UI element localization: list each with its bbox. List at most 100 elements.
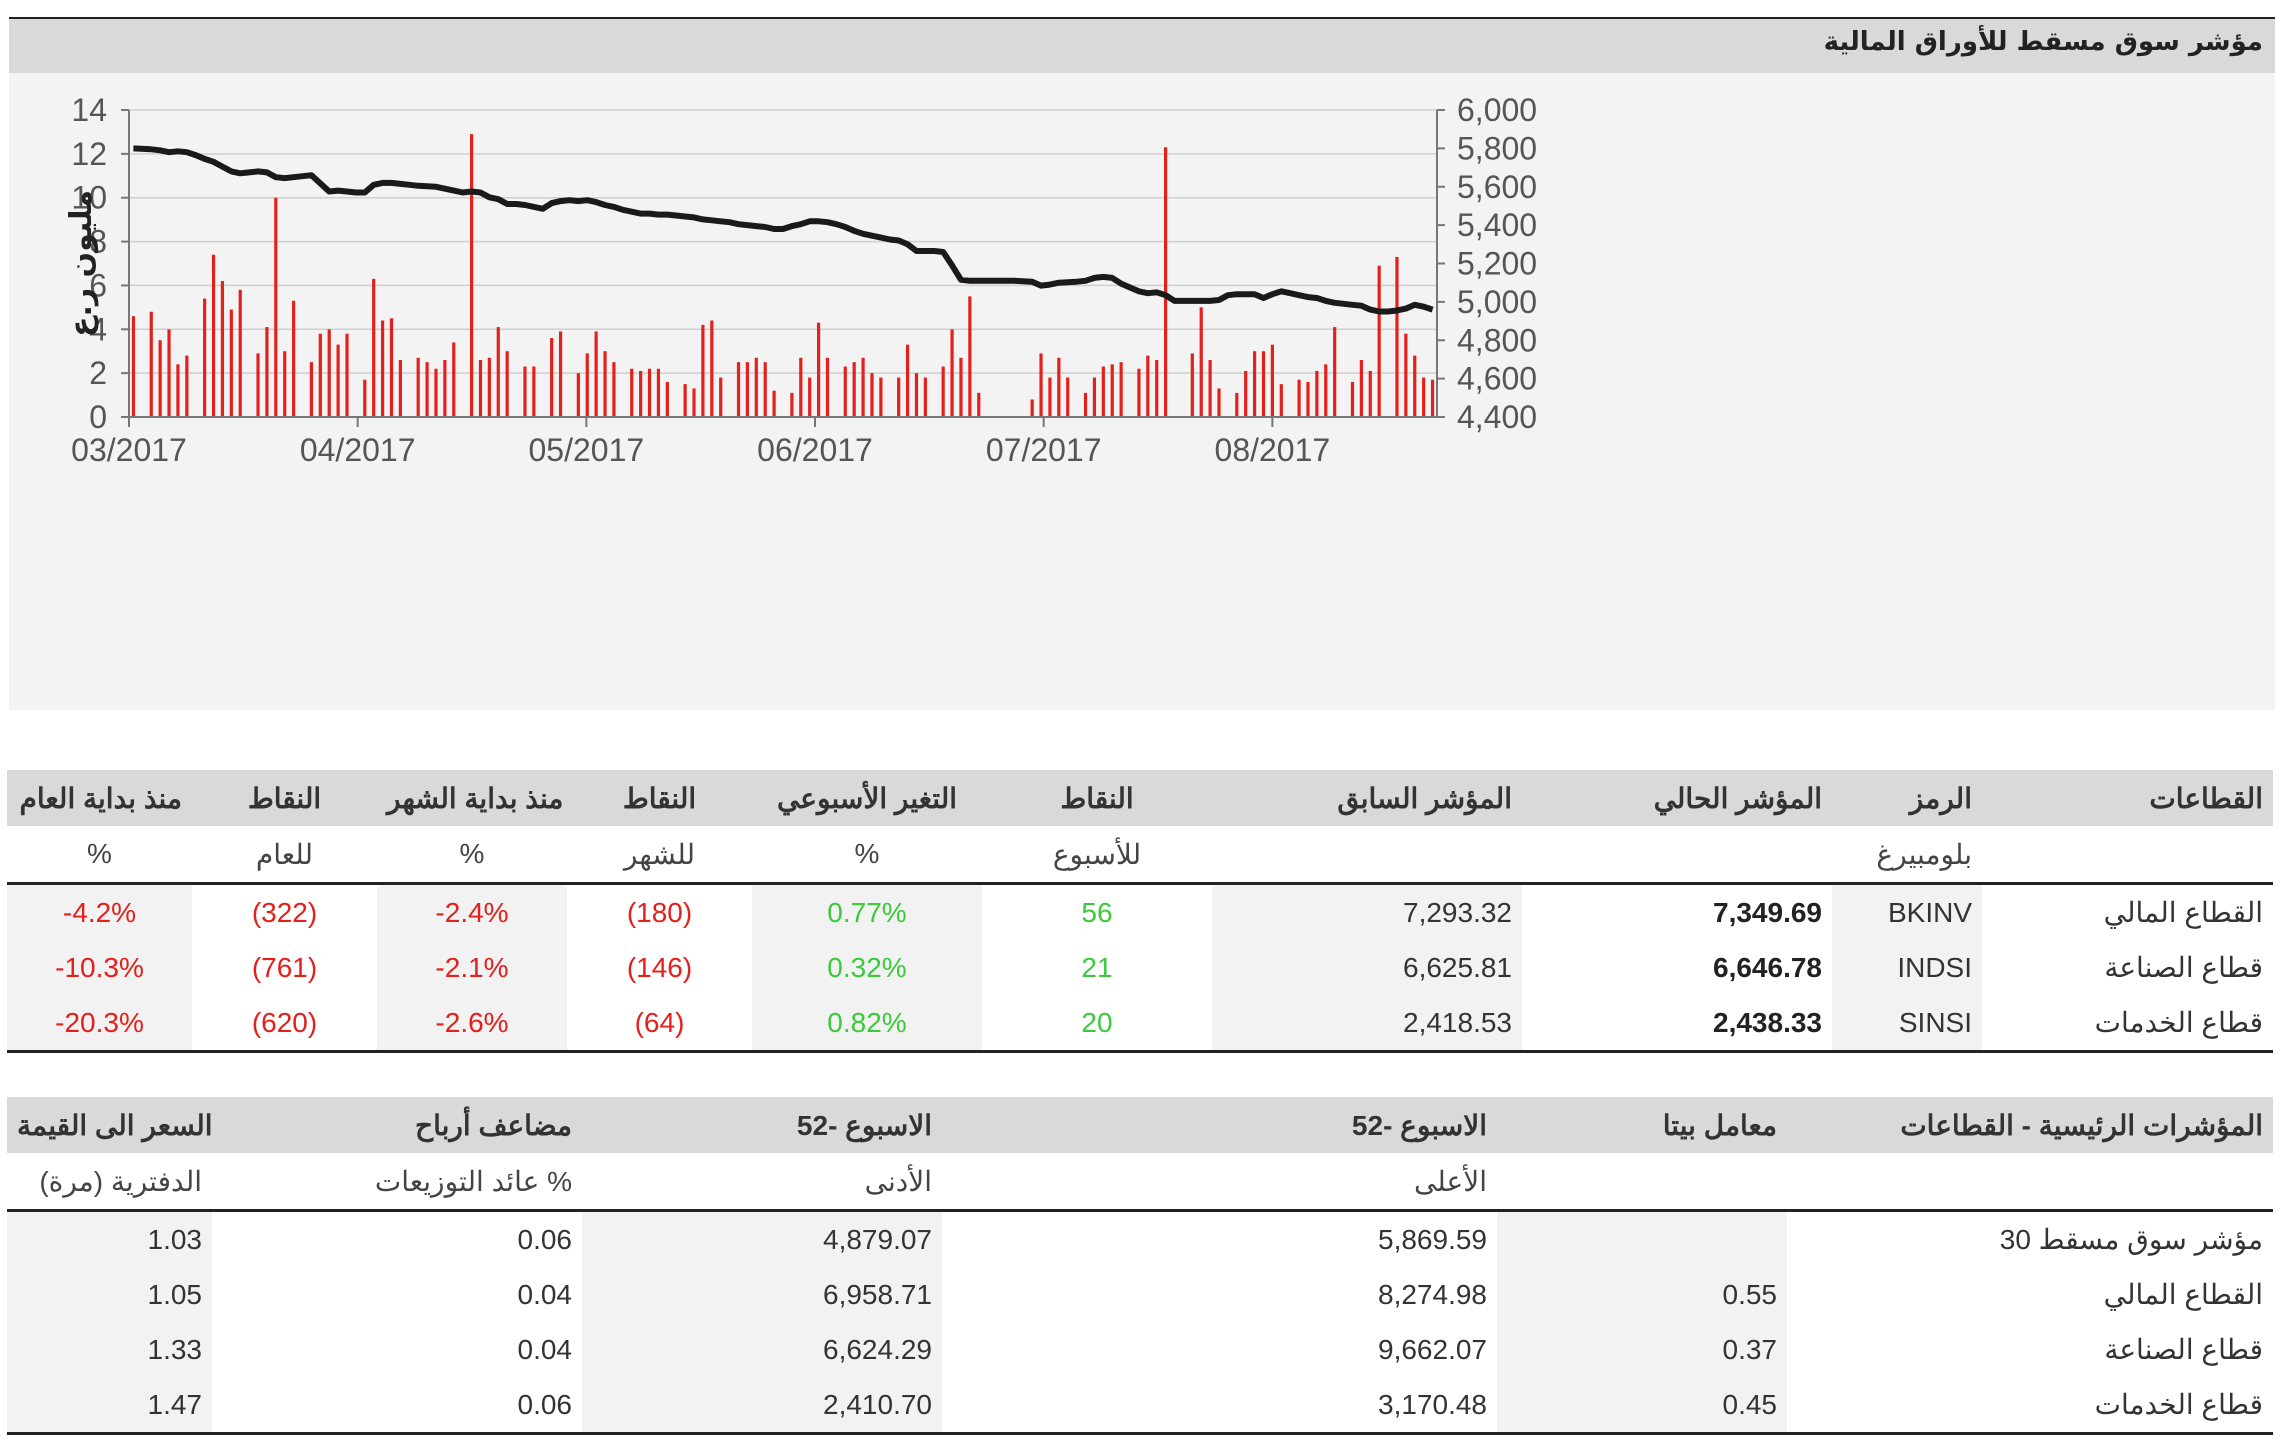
cell-high52: 5,869.59 [1378, 1223, 1487, 1255]
left-tick-label: 10 [71, 180, 107, 216]
bar [149, 311, 153, 417]
bar [1199, 307, 1203, 417]
cell-week-change: 0.32% [752, 940, 982, 995]
x-tick-label: 04/2017 [300, 432, 416, 468]
cell-week-points: 20 [1081, 1006, 1113, 1038]
left-tick-label: 8 [89, 224, 107, 260]
cell-previous: 7,293.32 [1212, 883, 1522, 940]
bar [398, 359, 402, 417]
bar [950, 329, 954, 417]
cell-previous: 2,418.53 [1212, 995, 1522, 1052]
bar [1252, 351, 1257, 417]
bar [1057, 357, 1061, 417]
cell-ytd: -4.2% [7, 883, 192, 940]
bar [1244, 370, 1248, 417]
bar [772, 390, 776, 417]
bar [203, 298, 207, 417]
bar [256, 353, 260, 417]
cell-pb: 1.03 [7, 1210, 212, 1267]
cell-week-points: 56 [1081, 896, 1113, 928]
bar [1279, 384, 1283, 417]
x-tick-label: 07/2017 [986, 432, 1102, 468]
cell-symbol: INDSI [1832, 940, 1982, 995]
hdr-beta: معامل بيتا [1497, 1097, 1787, 1153]
cell-mtd: -2.4% [377, 883, 567, 940]
bar [452, 342, 456, 417]
bar [1422, 377, 1426, 417]
bar [167, 329, 171, 417]
bar [416, 357, 420, 417]
cell-high52: 9,662.07 [1378, 1333, 1487, 1365]
bar [745, 362, 750, 417]
bar [487, 357, 491, 417]
bar [799, 357, 803, 417]
bar [1261, 351, 1266, 417]
left-tick-label: 14 [71, 92, 107, 128]
table-row: -4.2% (322) -2.4% (180) 0.77% 56 7,293.3… [7, 883, 2273, 940]
bar [318, 333, 322, 417]
bar [843, 366, 847, 417]
bar [336, 344, 340, 417]
right-tick-label: 4,400 [1457, 399, 1537, 435]
bar [825, 357, 830, 417]
bar [380, 320, 385, 417]
x-tick-label: 08/2017 [1215, 432, 1331, 468]
cell-current: 2,438.33 [1713, 1006, 1822, 1038]
sub-week-points: للأسبوع [982, 826, 1212, 884]
bar [496, 327, 500, 417]
bar [327, 329, 331, 417]
bar [603, 351, 607, 417]
sub-pb: الدفترية (مرة) [7, 1153, 212, 1211]
sectors-table: منذ بداية العام النقاط منذ بداية الشهر ا… [7, 770, 2273, 1053]
cell-low52: 6,958.71 [582, 1267, 942, 1322]
bar [1333, 327, 1337, 417]
bar [585, 353, 589, 417]
chart-title: مؤشر سوق مسقط للأوراق المالية [1823, 27, 2263, 57]
bar [185, 355, 189, 417]
bar [1377, 265, 1381, 417]
sub-symbol: بلومبيرغ [1832, 826, 1982, 884]
bar [1110, 364, 1114, 417]
bar [594, 331, 598, 417]
bar [1359, 359, 1363, 417]
bar [870, 373, 874, 417]
cell-symbol: SINSI [1832, 995, 1982, 1052]
bar [1039, 353, 1043, 417]
bar [469, 134, 474, 417]
bar [879, 377, 883, 417]
bar [372, 278, 376, 417]
cell-month-points: (146) [626, 951, 693, 983]
bar [630, 368, 634, 417]
cell-pe: 0.04 [517, 1278, 573, 1310]
cell-name: القطاع المالي [2103, 1279, 2263, 1310]
bar [176, 364, 180, 417]
cell-pe: 0.06 [517, 1223, 573, 1255]
bar [1297, 379, 1301, 417]
cell-sector: القطاع المالي [2103, 897, 2263, 928]
x-tick-label: 06/2017 [757, 432, 873, 468]
bar [710, 320, 714, 417]
bar [656, 368, 661, 417]
bar [1190, 353, 1194, 417]
bar [345, 333, 349, 417]
cell-sector: قطاع الصناعة [2104, 952, 2263, 983]
hdr-current: المؤشر الحالي [1522, 770, 1832, 826]
bar [443, 359, 447, 417]
cell-week-change: 0.82% [752, 995, 982, 1052]
bar [923, 377, 927, 417]
bar [434, 368, 438, 417]
bar [861, 357, 865, 417]
bar [665, 381, 669, 417]
cell-year-points: (620) [251, 1006, 318, 1038]
right-tick-label: 5,600 [1457, 169, 1537, 205]
hdr-month-points: النقاط [567, 770, 752, 826]
left-tick-label: 0 [89, 399, 107, 435]
sub-month-points: للشهر [567, 826, 752, 884]
chart-area: 0 2 4 6 8 10 12 14 4,400 4,600 4,800 5,000 5,200 5,40… [9, 73, 2275, 710]
bar [425, 362, 429, 417]
right-tick-label: 5,400 [1457, 207, 1537, 243]
bar [1146, 355, 1150, 417]
cell-ytd: -20.3% [7, 995, 192, 1052]
bar [1315, 370, 1319, 417]
bar [736, 362, 741, 417]
